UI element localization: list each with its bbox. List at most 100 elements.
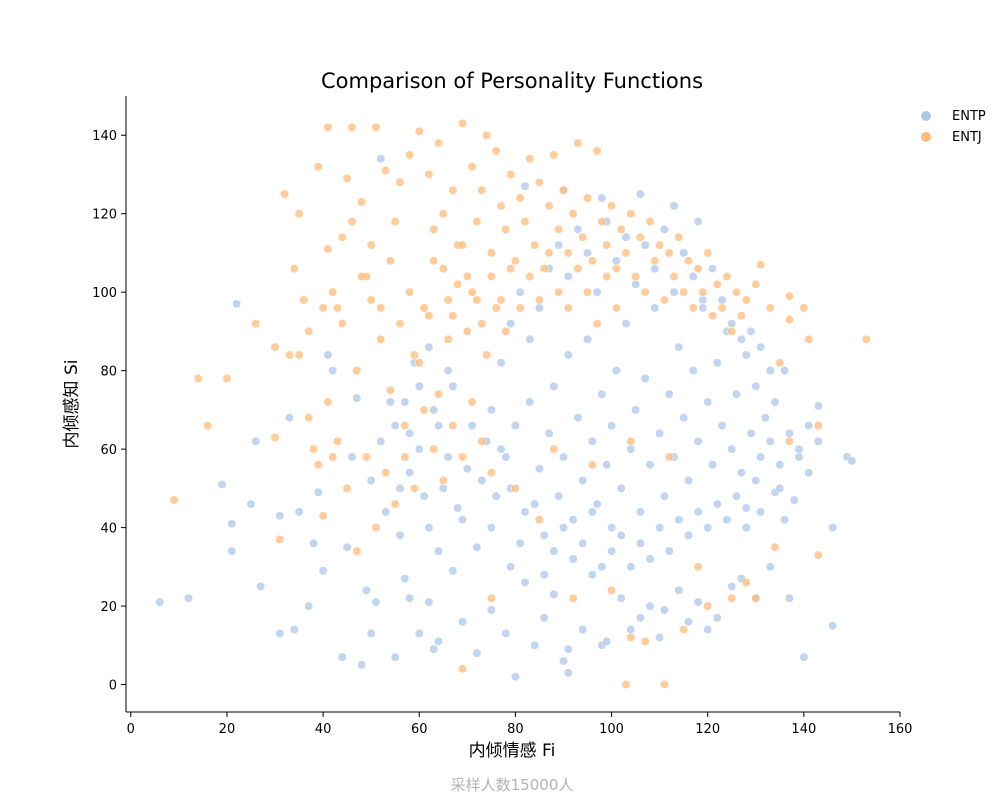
data-point-entp-158 [813, 436, 823, 446]
data-point-entp-144 [727, 444, 737, 454]
data-point-entj-193 [741, 578, 751, 587]
data-point-entj-72 [578, 232, 588, 242]
legend-label-entj: ENTJ [952, 130, 982, 145]
data-point-entp-17 [318, 566, 328, 576]
data-point-entj-94 [684, 256, 693, 266]
data-point-entp-14 [304, 601, 314, 611]
data-point-entj-51 [477, 185, 487, 195]
data-point-entj-17 [318, 511, 328, 521]
data-point-entj-151 [534, 295, 544, 305]
data-point-entj-169 [486, 468, 496, 478]
data-point-entp-213 [597, 562, 607, 572]
data-point-entj-87 [650, 256, 660, 266]
data-point-entp-47 [559, 656, 568, 666]
data-point-entp-62 [693, 597, 703, 607]
data-point-entj-43 [438, 209, 448, 219]
data-point-entp-31 [400, 574, 410, 584]
data-point-entp-205 [515, 538, 525, 548]
data-point-entp-129 [655, 428, 665, 438]
data-point-entp-22 [347, 452, 357, 462]
x-axis-label: 内倾情感 Fi [469, 741, 556, 761]
data-point-entp-154 [775, 460, 785, 470]
data-point-entj-41 [429, 256, 439, 266]
data-point-entp-42 [510, 672, 520, 682]
data-point-entp-168 [563, 272, 573, 281]
data-point-entp-137 [693, 436, 703, 446]
data-point-entj-42 [434, 138, 443, 148]
data-point-entp-107 [554, 491, 564, 501]
data-point-entp-33 [414, 629, 424, 638]
legend-label-entp: ENTP [952, 109, 986, 124]
data-point-entj-76 [597, 217, 607, 227]
data-point-entp-1 [184, 593, 193, 603]
data-point-entp-160 [486, 405, 496, 415]
data-point-entp-179 [669, 287, 679, 297]
data-point-entj-179 [304, 413, 314, 423]
data-point-entp-226 [722, 515, 732, 525]
data-point-entj-35 [400, 421, 410, 431]
data-point-entp-104 [539, 530, 549, 540]
data-point-entp-111 [573, 413, 583, 423]
data-point-entp-19 [328, 366, 338, 376]
data-point-entj-121 [424, 311, 434, 321]
data-point-entj-93 [679, 287, 689, 297]
data-point-entp-84 [693, 217, 703, 227]
data-point-entj-88 [655, 240, 665, 250]
data-point-entj-139 [318, 303, 328, 313]
data-point-entp-197 [443, 452, 453, 462]
data-point-entp-7 [251, 436, 261, 446]
data-point-entj-50 [472, 217, 482, 227]
data-point-entp-46 [549, 589, 559, 599]
data-point-entp-138 [698, 295, 708, 305]
data-point-entp-222 [684, 530, 693, 540]
data-point-entp-174 [621, 232, 631, 242]
data-point-entp-56 [635, 613, 645, 623]
data-point-entj-90 [664, 248, 674, 258]
data-point-entp-83 [847, 456, 857, 466]
data-point-entp-86 [635, 189, 645, 199]
data-point-entp-49 [563, 644, 573, 654]
data-point-entj-14 [304, 326, 314, 336]
data-point-entp-40 [486, 605, 496, 615]
data-point-entp-216 [626, 562, 636, 572]
data-point-entp-165 [534, 303, 544, 313]
data-point-entp-234 [395, 483, 405, 493]
data-point-entp-53 [602, 636, 612, 646]
data-point-entj-156 [583, 287, 592, 297]
data-point-entp-120 [611, 366, 621, 376]
data-point-entp-239 [443, 366, 453, 376]
data-point-entj-163 [429, 444, 439, 454]
data-point-entp-115 [592, 499, 602, 509]
data-point-entj-89 [659, 295, 669, 305]
data-point-entp-55 [626, 625, 636, 635]
data-point-entj-115 [861, 334, 871, 344]
data-point-entj-10 [289, 264, 299, 274]
data-point-entj-162 [419, 405, 429, 415]
data-point-entj-157 [592, 319, 602, 329]
data-point-entp-109 [563, 350, 573, 360]
y-ticks: 0 20 40 60 80 100 120 140 [92, 129, 126, 694]
data-point-entj-56 [501, 224, 511, 234]
data-point-entp-98 [501, 452, 511, 462]
data-point-entj-175 [342, 483, 352, 493]
data-point-entj-166 [458, 452, 467, 462]
data-point-entp-122 [621, 319, 631, 329]
data-point-entj-32 [385, 385, 395, 395]
data-point-entp-136 [688, 366, 698, 376]
sample-size-caption: 采样人数15000人 [451, 776, 574, 794]
data-point-entj-168 [477, 436, 487, 446]
data-point-entj-183 [568, 593, 578, 603]
data-point-entp-61 [684, 617, 693, 627]
data-point-entp-173 [611, 256, 621, 266]
data-point-entp-73 [780, 366, 790, 376]
data-point-entp-102 [525, 397, 535, 407]
data-point-entp-99 [506, 562, 516, 572]
data-point-entp-43 [520, 578, 530, 587]
data-point-entj-153 [554, 287, 564, 297]
data-point-entp-149 [751, 381, 761, 391]
data-point-entp-183 [708, 264, 717, 274]
data-point-entp-32 [405, 593, 415, 603]
data-point-entp-184 [717, 295, 727, 305]
data-point-entj-47 [458, 119, 467, 128]
